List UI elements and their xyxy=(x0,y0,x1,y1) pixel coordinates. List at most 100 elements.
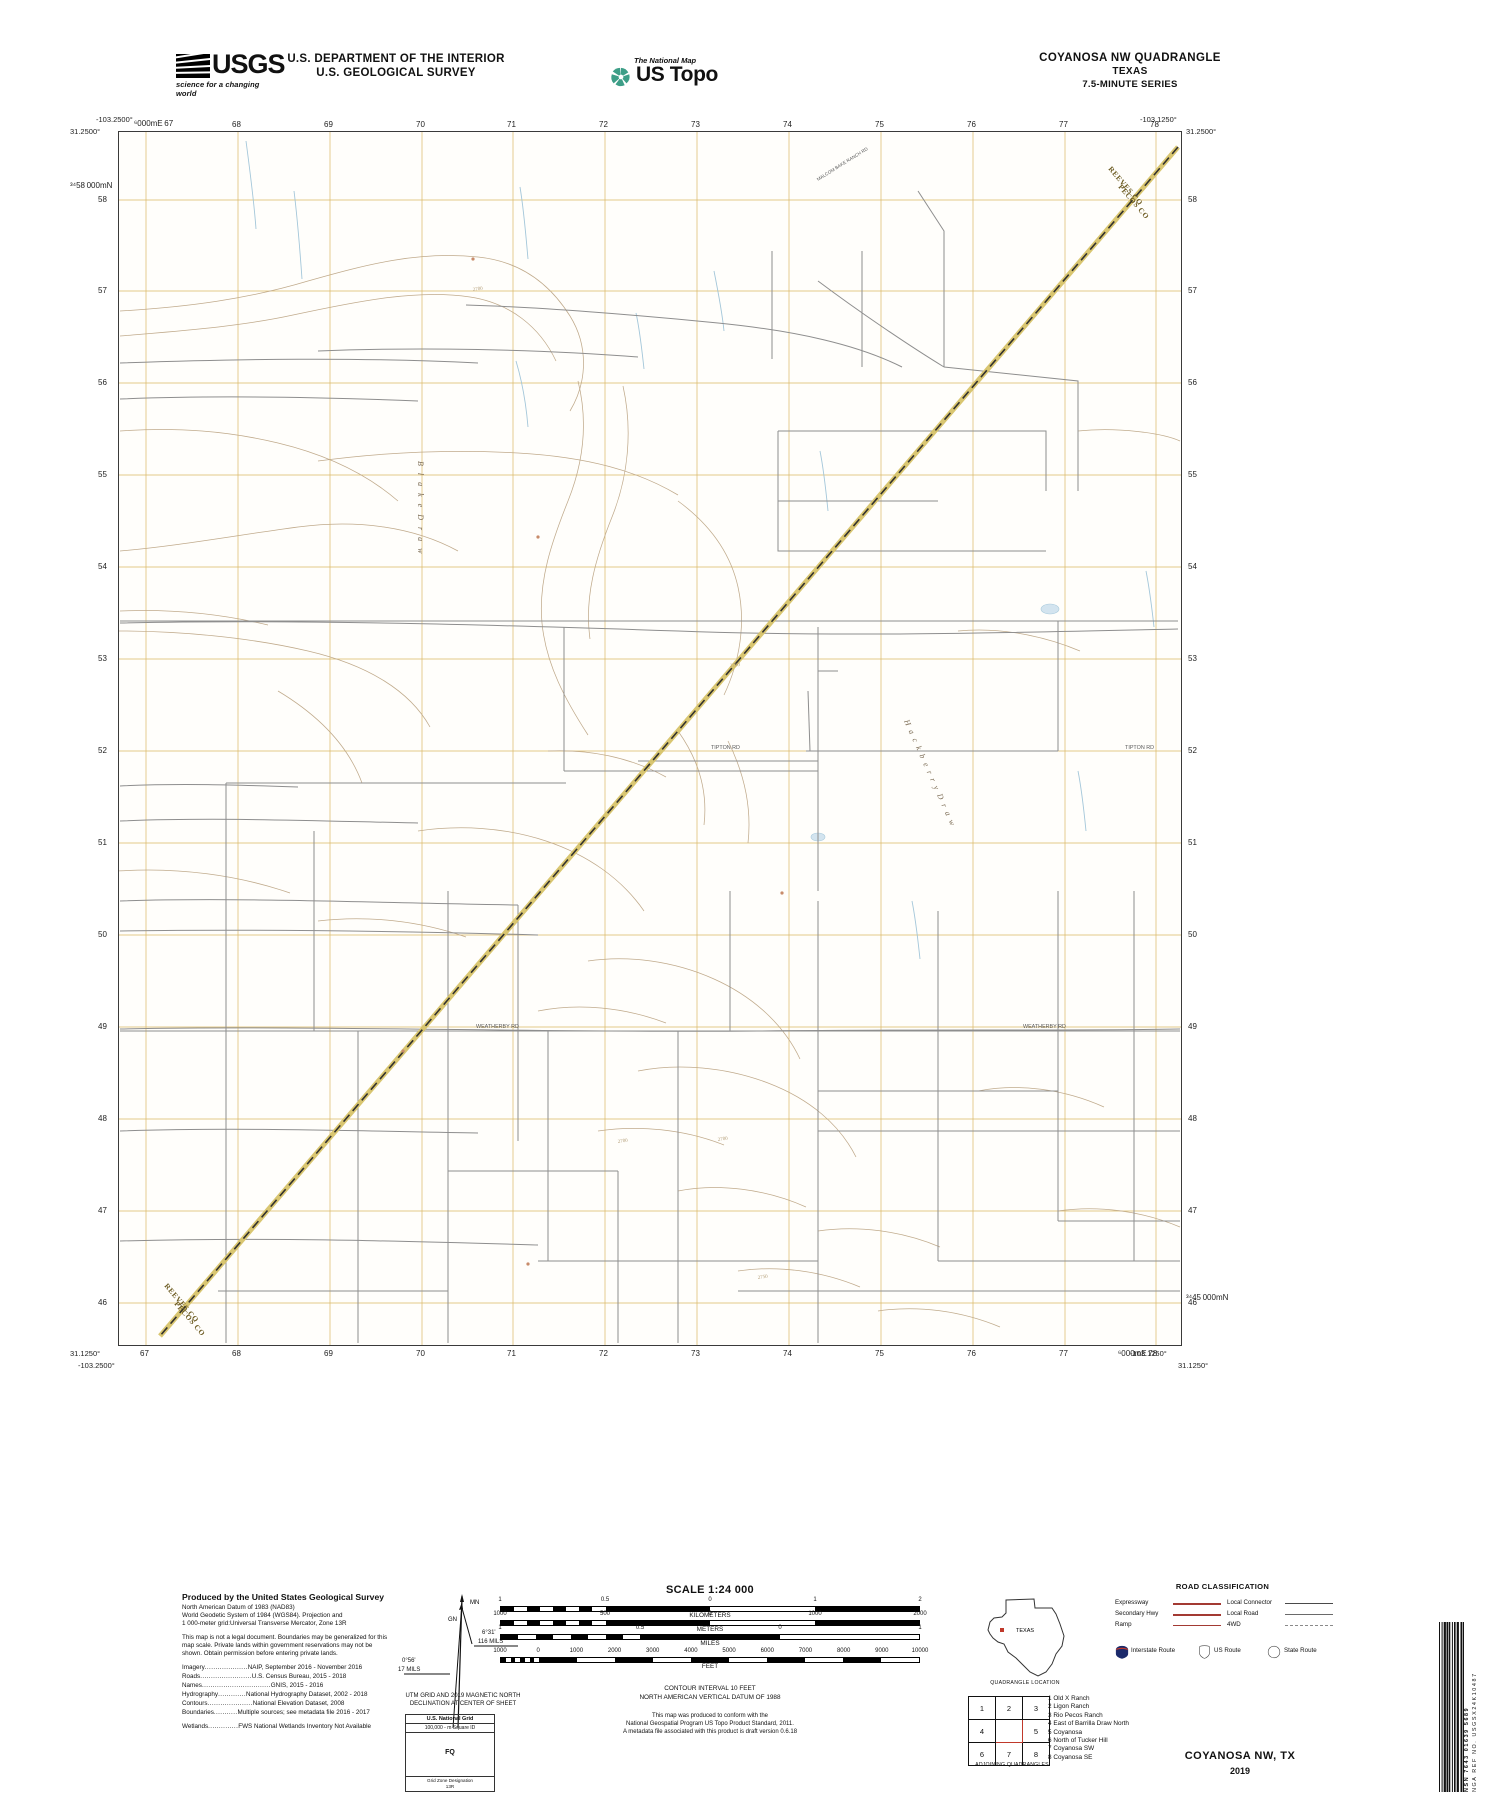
credits-disclaimer: This map is not a legal document. Bounda… xyxy=(182,1633,388,1658)
miles-segment xyxy=(535,1635,554,1639)
quadrangle-location-caption: QUADRANGLE LOCATION xyxy=(990,1680,1060,1686)
texas-locator-map: TEXAS xyxy=(987,1598,1065,1677)
kilometers-tick: 2 xyxy=(918,1597,922,1603)
meters-bar xyxy=(500,1620,920,1626)
meters-segment xyxy=(553,1621,567,1625)
usgs-logo: USGS science for a changing world xyxy=(176,50,286,98)
feet-segment xyxy=(767,1658,805,1662)
source-row: Boundaries...........Multiple sources; s… xyxy=(182,1708,392,1717)
grid-label-bottom-77: 77 xyxy=(1059,1349,1068,1358)
adjoining-cell-4[interactable]: 4 xyxy=(968,1719,996,1743)
grid-label-bottom-72: 72 xyxy=(599,1349,608,1358)
road-class-swatch-left-1 xyxy=(1173,1614,1221,1616)
usng-footer: Grid Zone Designation 13R xyxy=(406,1776,494,1791)
credits-block: Produced by the United States Geological… xyxy=(182,1592,392,1731)
scale-title: SCALE 1:24 000 xyxy=(666,1584,754,1596)
source-dots: ..................... xyxy=(207,1700,253,1708)
production-note: This map was produced to conform with th… xyxy=(500,1712,920,1736)
grid-label-left-51: 51 xyxy=(98,838,107,847)
grid-label-top-71: 71 xyxy=(507,120,516,129)
quadrangle-state: TEXAS xyxy=(1112,66,1148,77)
vertical-datum: NORTH AMERICAN VERTICAL DATUM OF 1988 xyxy=(639,1693,781,1701)
grid-label-right-55: 55 xyxy=(1188,470,1197,479)
grid-label-right-53: 53 xyxy=(1188,654,1197,663)
road-class-swatch-right-1 xyxy=(1285,1614,1333,1615)
map-canvas[interactable]: B l a k e D r a w H a c k b e r r y D r … xyxy=(118,131,1182,1346)
source-value: NAIP, September 2016 - November 2016 xyxy=(247,1664,363,1672)
kilometers-segment xyxy=(579,1607,593,1611)
local-roads xyxy=(119,190,1181,1343)
feet-tick: 4000 xyxy=(684,1648,698,1654)
grid-label-left-53: 53 xyxy=(98,654,107,663)
road-class-swatch-left-0 xyxy=(1173,1603,1221,1605)
contour-note: CONTOUR INTERVAL 10 FEET NORTH AMERICAN … xyxy=(500,1685,920,1702)
meters-tick: 1000 xyxy=(808,1611,822,1617)
grid-label-top-69: 69 xyxy=(324,120,333,129)
source-row: Roads........................U.S. Census… xyxy=(182,1672,392,1681)
source-value: U.S. Census Bureau, 2015 - 2018 xyxy=(251,1673,347,1681)
source-dots: ........... xyxy=(213,1709,238,1717)
adjoining-cell-5[interactable]: 5 xyxy=(1022,1719,1050,1743)
us-topo-wordmark: US Topo xyxy=(636,63,718,86)
grid-label-top-72: 72 xyxy=(599,120,608,129)
grid-label-left-49: 49 xyxy=(98,1022,107,1031)
credits-line-1: World Geodetic System of 1984 (WGS84). P… xyxy=(182,1612,343,1620)
miles-tick: 1 xyxy=(498,1625,502,1631)
adjoining-cell-8[interactable]: 8 xyxy=(1022,1742,1050,1766)
adjoining-cell-1[interactable]: 1 xyxy=(968,1696,996,1720)
grid-label-bottom-73: 73 xyxy=(691,1349,700,1358)
adjoining-quad-name: 6 North of Tucker Hill xyxy=(1048,1737,1108,1745)
adjoining-quad-name: 2 Ligon Ranch xyxy=(1048,1703,1090,1711)
production-line-1: This map was produced to conform with th… xyxy=(651,1713,769,1719)
adjoining-quad-name: 8 Coyanosa SE xyxy=(1048,1753,1093,1761)
wetlands-row: Wetlands..............FWS National Wetla… xyxy=(182,1722,392,1731)
topographic-map[interactable]: B l a k e D r a w H a c k b e r r y D r … xyxy=(70,115,1228,1370)
adjoining-cell-2[interactable]: 2 xyxy=(995,1696,1023,1720)
adjoining-cell-current[interactable] xyxy=(995,1719,1023,1743)
miles-unit: MILES xyxy=(700,1640,720,1647)
miles-tick: 0 xyxy=(778,1625,782,1631)
svg-text:2700: 2700 xyxy=(718,1137,729,1143)
miles-tick: 0.5 xyxy=(635,1625,645,1631)
source-rows: Imagery....................NAIP, Septemb… xyxy=(182,1663,392,1717)
grid-label-right-58: 58 xyxy=(1188,195,1197,204)
feet-segment xyxy=(520,1658,525,1662)
grid-label-bottom-71: 71 xyxy=(507,1349,516,1358)
grid-label-left-47: 47 xyxy=(98,1206,107,1215)
feet-tick: 1000 xyxy=(493,1648,507,1654)
feet-segment xyxy=(501,1658,506,1662)
mag-angle-label: 6°31' xyxy=(482,1630,496,1636)
source-label: Contours xyxy=(182,1700,208,1708)
gn-label: GN xyxy=(448,1617,457,1623)
adjoining-cell-3[interactable]: 3 xyxy=(1022,1696,1050,1720)
grid-label-left-46: 46 xyxy=(98,1298,107,1307)
road-class-swatch-left-2 xyxy=(1173,1625,1221,1626)
grid-label-left-57: 57 xyxy=(98,286,107,295)
miles-bar xyxy=(500,1634,920,1640)
miles-segment xyxy=(570,1635,589,1639)
meters-segment xyxy=(579,1621,593,1625)
county-boundary xyxy=(158,145,1180,1338)
source-label: Names xyxy=(182,1682,202,1690)
grid-label-left-54: 54 xyxy=(98,562,107,571)
route-shield-legend: Interstate Route US Route State Route xyxy=(1115,1645,1330,1665)
barcode-block: NSN 7643 01639 5689 NGA REF NO. USGSX24K… xyxy=(1438,1622,1482,1792)
adjoining-cell-7[interactable]: 7 xyxy=(995,1742,1023,1766)
usng-title: U.S. National Grid xyxy=(406,1715,494,1724)
credits-line-0: North American Datum of 1983 (NAD83) xyxy=(182,1604,295,1611)
meters-tick: 1000 xyxy=(493,1611,507,1617)
feet-tick: 1000 xyxy=(569,1648,584,1654)
us-route-shield-icon xyxy=(1199,1645,1210,1659)
quadrangle-series: 7.5-MINUTE SERIES xyxy=(1082,79,1178,90)
road-class-label-right-0: Local Connector xyxy=(1227,1599,1273,1606)
scale-block: SCALE 1:24 000 1 0.5 0 1 2 KILOMETERS 1000 50… xyxy=(493,1584,928,1736)
adjoining-quad-name: 5 Coyanosa xyxy=(1048,1728,1083,1736)
adjoining-cell-6[interactable]: 6 xyxy=(968,1742,996,1766)
adjoining-quadrangles-caption: ADJOINING QUADRANGLES xyxy=(975,1762,1049,1768)
grid-label-right-50: 50 xyxy=(1188,930,1197,939)
utm-northing-east-label: ³⁴45 000mN xyxy=(1186,1293,1229,1302)
corner-label-ne-lat: 31.2500° xyxy=(1186,127,1217,136)
production-line-2: National Geospatial Program US Topo Prod… xyxy=(626,1721,794,1727)
feet-tick: 7000 xyxy=(798,1648,813,1654)
